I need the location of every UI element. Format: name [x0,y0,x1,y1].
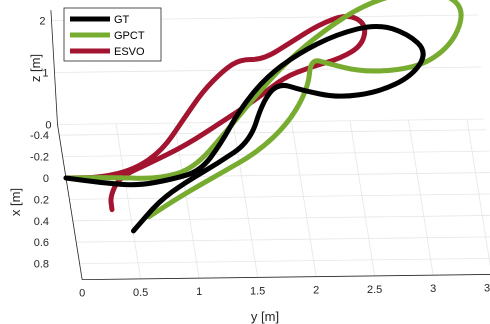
tick-labels: 0 0.5 1 1.5 2 2.5 3 3.5 -0.4 -0.2 0 0.2 0.4 0.6 0.8 0 1 2 [30,16,490,300]
grid-line-x [115,123,142,279]
grid-line-y [72,215,490,222]
z-tick-label: 0 [45,120,51,132]
x-axis-line [82,274,490,281]
y-tick-label: 0.6 [34,237,49,249]
y-tick-label: 0.8 [34,259,49,271]
x-axis-label: y [m] [251,309,279,324]
x-tick-label: 3 [430,283,436,295]
y-axis-label: x [m] [8,188,23,216]
y-tick-label: 0.4 [34,216,49,228]
legend-label-gpct: GPCT [114,30,145,42]
y-axis-line [57,124,83,280]
z-tick-label: 2 [39,16,45,28]
series-lines [63,0,464,234]
y-tick-label: 0.2 [34,194,49,206]
y-tick-label: -0.2 [30,152,49,164]
y-tick-label: -0.4 [30,130,49,142]
series-line-gpct [63,0,464,220]
grid-line-x [466,119,490,267]
grid-line-x [349,120,376,276]
x-tick-label: 2 [313,285,319,297]
legend-label-gt: GT [114,14,130,26]
x-tick-label: 0 [79,288,85,300]
grid-line-y [62,150,490,157]
legend: GT GPCT ESVO [63,7,162,62]
z-axis-label: z [m] [28,54,43,82]
axes: y [m] x [m] z [m] [8,54,279,324]
z-tick-label: 1 [42,68,48,80]
x-tick-label: 1.5 [250,285,265,297]
grid-line-y [59,129,487,136]
z-axis-line [50,10,58,125]
series-line-gt [63,23,426,234]
grid-line-x [291,121,317,277]
grid-line-x [408,119,434,276]
grid-line-y [69,193,490,200]
x-tick-label: 3.5 [484,282,490,294]
grid-line-y [76,236,490,243]
grid-line-z [57,118,485,125]
x-tick-label: 1 [196,286,202,298]
legend-label-esvo: ESVO [114,46,145,58]
x-tick-label: 2.5 [367,284,382,296]
x-tick-label: 0.5 [133,287,148,299]
grid-line-y [79,257,490,264]
y-tick-label: 0 [43,173,49,185]
